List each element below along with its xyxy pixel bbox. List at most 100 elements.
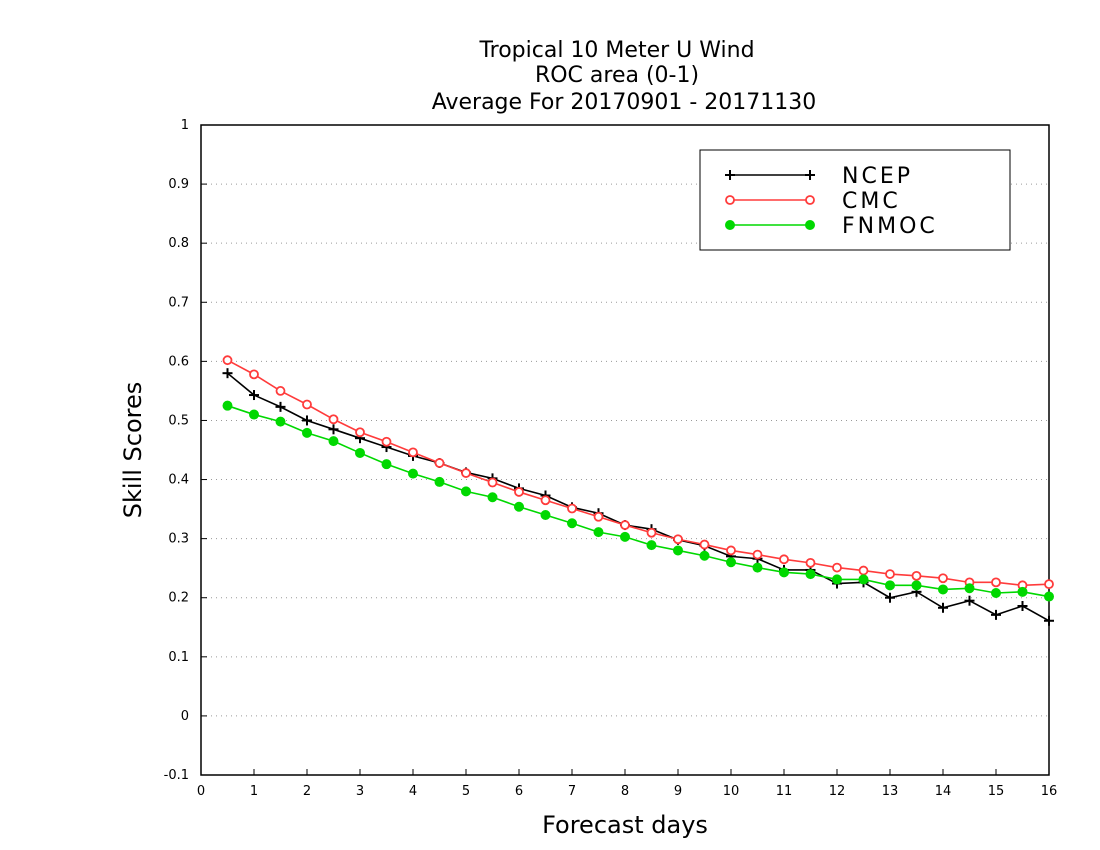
x-tick-label: 16 xyxy=(1041,784,1058,799)
data-point-cmc xyxy=(832,562,842,573)
x-tick-label: 12 xyxy=(829,784,846,799)
data-point-fnmoc xyxy=(673,545,683,556)
x-tick-label: 15 xyxy=(988,784,1005,799)
data-point-ncep xyxy=(991,609,1001,620)
data-point-fnmoc xyxy=(487,492,498,503)
x-tick-label: 1 xyxy=(250,784,258,799)
y-tick-label: 0.6 xyxy=(168,354,189,369)
chart-title-line-3: Average For 20170901 - 20171130 xyxy=(432,90,817,115)
chart-title: Tropical 10 Meter U Wind ROC area (0-1) … xyxy=(432,38,817,115)
data-point-cmc xyxy=(222,355,233,366)
chart-title-line-2: ROC area (0-1) xyxy=(535,63,699,88)
data-point-fnmoc xyxy=(302,427,312,438)
data-point-fnmoc xyxy=(514,501,524,512)
data-point-cmc xyxy=(514,487,524,497)
data-point-fnmoc xyxy=(381,459,392,470)
data-point-fnmoc xyxy=(699,550,710,561)
data-point-fnmoc xyxy=(1044,591,1054,602)
y-tick-label: 1 xyxy=(181,118,189,133)
data-point-cmc xyxy=(381,436,392,447)
data-point-ncep xyxy=(885,592,895,603)
data-point-fnmoc xyxy=(752,562,763,573)
data-point-cmc xyxy=(938,573,948,584)
data-point-ncep xyxy=(222,368,233,379)
data-point-ncep xyxy=(275,401,286,412)
y-tick-label: 0.9 xyxy=(168,177,189,192)
data-point-fnmoc xyxy=(567,518,577,529)
data-point-ncep xyxy=(328,424,339,435)
legend-marker-fnmoc xyxy=(725,220,735,230)
x-axis-tick-labels: 0 1 2 3 4 5 6 7 8 9 10 11 12 13 14 15 16 xyxy=(197,784,1057,799)
data-point-fnmoc xyxy=(593,527,604,538)
x-tick-label: 0 xyxy=(197,784,205,799)
data-point-fnmoc xyxy=(328,436,339,447)
x-tick-label: 11 xyxy=(776,784,793,799)
y-tick-label: 0.8 xyxy=(168,236,189,251)
data-point-cmc xyxy=(805,557,816,568)
data-point-cmc xyxy=(302,399,312,410)
legend-marker-cmc xyxy=(725,195,735,205)
data-point-cmc xyxy=(408,447,418,458)
data-point-fnmoc xyxy=(991,588,1001,598)
data-point-ncep xyxy=(964,595,975,606)
data-point-fnmoc xyxy=(911,580,922,591)
legend-item-fnmoc: FNMOC xyxy=(725,214,935,239)
x-tick-label: 2 xyxy=(303,784,311,799)
x-tick-label: 10 xyxy=(723,784,740,799)
x-tick-label: 6 xyxy=(515,784,523,799)
data-point-cmc xyxy=(593,511,604,522)
series-line-ncep xyxy=(226,372,1050,622)
legend-label-cmc: CMC xyxy=(842,189,901,214)
data-point-fnmoc xyxy=(938,584,948,595)
data-point-fnmoc xyxy=(434,476,445,487)
y-tick-label: 0.2 xyxy=(168,591,189,606)
data-point-fnmoc xyxy=(249,409,259,420)
y-tick-label: 0.3 xyxy=(168,532,189,547)
data-point-cmc xyxy=(275,386,286,396)
x-tick-label: 8 xyxy=(621,784,629,799)
data-point-fnmoc xyxy=(408,468,418,479)
data-point-cmc xyxy=(355,427,365,438)
data-point-ncep xyxy=(302,415,312,426)
series-fnmoc xyxy=(222,400,1054,602)
y-tick-label: 0.7 xyxy=(168,295,189,310)
legend-marker-fnmoc xyxy=(805,220,815,230)
data-point-cmc xyxy=(434,458,445,468)
y-tick-label: 0 xyxy=(181,709,189,724)
data-series xyxy=(222,355,1054,626)
data-point-cmc xyxy=(885,569,895,579)
data-point-cmc xyxy=(540,495,551,506)
horizontal-gridlines xyxy=(201,183,1049,717)
data-point-fnmoc xyxy=(540,510,551,520)
legend-item-cmc: CMC xyxy=(725,189,901,214)
data-point-cmc xyxy=(726,545,736,556)
data-point-cmc xyxy=(673,534,683,545)
data-point-ncep xyxy=(1017,601,1028,611)
x-tick-label: 13 xyxy=(882,784,899,799)
series-cmc xyxy=(222,355,1054,591)
data-point-fnmoc xyxy=(275,416,286,427)
x-tick-label: 4 xyxy=(409,784,417,799)
data-point-cmc xyxy=(1044,579,1054,590)
data-point-fnmoc xyxy=(726,557,736,568)
x-tick-label: 3 xyxy=(356,784,364,799)
legend-marker-cmc xyxy=(805,195,815,205)
y-tick-label: -0.1 xyxy=(164,768,189,783)
data-point-cmc xyxy=(567,503,577,514)
data-point-cmc xyxy=(487,477,498,488)
y-tick-label: 0.1 xyxy=(168,650,189,665)
y-tick-label: 0.4 xyxy=(168,473,189,488)
data-point-cmc xyxy=(991,577,1001,588)
x-tick-label: 7 xyxy=(568,784,576,799)
data-point-ncep xyxy=(938,602,948,613)
data-point-ncep xyxy=(1044,615,1054,626)
data-point-cmc xyxy=(620,520,630,530)
x-tick-label: 5 xyxy=(462,784,470,799)
x-axis-label: Forecast days xyxy=(542,811,708,839)
data-point-fnmoc xyxy=(779,567,789,578)
data-point-fnmoc xyxy=(832,574,842,585)
legend-marker-ncep xyxy=(805,170,815,180)
legend-marker-ncep xyxy=(725,170,735,180)
y-axis-label: Skill Scores xyxy=(119,382,147,519)
